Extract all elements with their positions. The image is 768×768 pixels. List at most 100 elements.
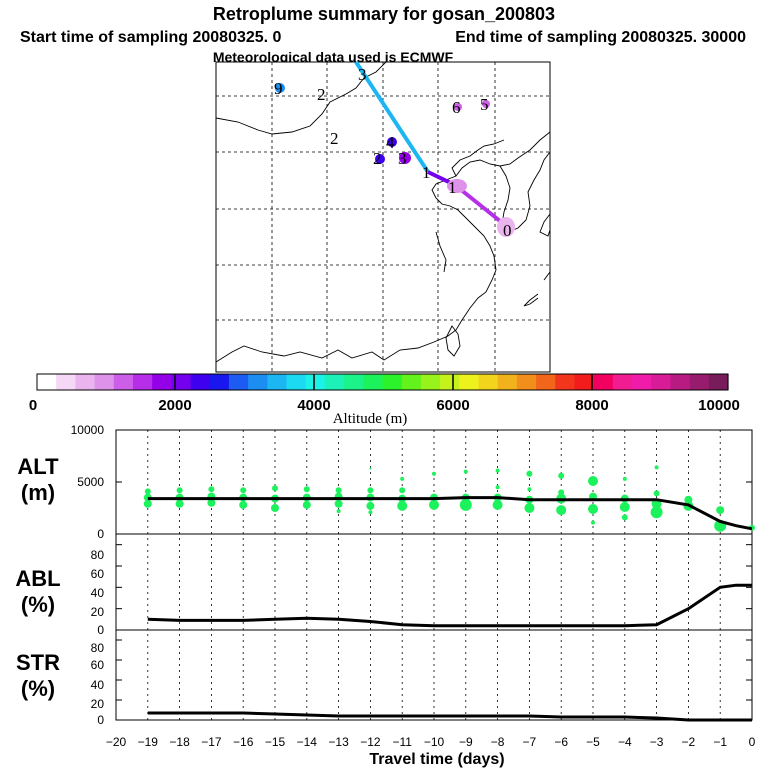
colorbar-swatch [478, 374, 499, 390]
altitude-dot [495, 468, 500, 473]
altitude-dot [272, 485, 278, 492]
altitude-dot [556, 505, 567, 516]
altitude-dot [653, 490, 660, 497]
trajectory-dot [375, 154, 385, 164]
colorbar-swatch [344, 374, 364, 390]
x-tick-label: −14 [297, 735, 318, 749]
altitude-dot [527, 487, 532, 492]
colorbar-tick: 8000 [575, 397, 608, 414]
y-tick-marks [116, 429, 752, 721]
colorbar-swatch [651, 374, 672, 390]
altitude-dot [239, 500, 248, 509]
altitude-dot [303, 486, 310, 493]
x-tick-label: −16 [233, 735, 254, 749]
colorbar-tick-labels: 0 2000 4000 6000 8000 10000 [29, 397, 740, 414]
altitude-colorbar [36, 373, 729, 391]
subtitle-end: End time of sampling 20080325. 30000 [455, 29, 746, 46]
alt-series [143, 465, 755, 532]
colorbar-swatch [593, 374, 614, 390]
colorbar-swatch [324, 374, 345, 390]
altitude-dot [271, 504, 279, 512]
colorbar-swatch [209, 374, 230, 390]
day-label: 2 [317, 85, 326, 104]
abl-ytick: 20 [91, 605, 105, 619]
figure-title: Retroplume summary for gosan_200803 [213, 4, 555, 24]
colorbar-swatch [267, 374, 288, 390]
abl-ytick: 80 [91, 548, 105, 562]
colorbar-swatch [670, 374, 691, 390]
altitude-dot [175, 499, 184, 508]
day-label: 4 [386, 133, 395, 152]
altitude-dot [558, 489, 565, 496]
str-unit: (%) [21, 676, 55, 701]
altitude-dot [208, 486, 215, 493]
x-tick-label: −10 [424, 735, 445, 749]
colorbar-swatch [152, 374, 172, 390]
day-label: 5 [480, 95, 489, 114]
colorbar-tick: 2000 [158, 397, 191, 414]
day-label: 2 [330, 129, 339, 148]
alt-ytick: 0 [97, 527, 104, 541]
colorbar-swatch [459, 374, 480, 390]
colorbar-swatch [689, 374, 710, 390]
day-label: 6 [452, 98, 461, 117]
str-ytick: 0 [97, 713, 104, 727]
altitude-dot [335, 487, 342, 494]
alt-label: ALT [17, 454, 59, 479]
altitude-dot [619, 502, 630, 512]
altitude-dot [400, 476, 405, 481]
abl-ytick: 0 [97, 623, 104, 637]
altitude-dot [367, 487, 374, 494]
x-tick-label: 0 [749, 735, 756, 749]
day-label: 2 [373, 149, 382, 168]
colorbar-swatch [612, 374, 633, 390]
trajectory-dot [482, 100, 490, 108]
colorbar-swatch [516, 374, 537, 390]
altitude-dot [144, 488, 151, 495]
subtitle-met: Meteorological data used is ECMWF [213, 49, 454, 65]
altitude-dot [240, 487, 247, 494]
altitude-dot [368, 510, 373, 515]
colorbar-swatch [440, 374, 460, 390]
colorbar-swatch [708, 374, 729, 390]
str-ytick: 60 [91, 658, 105, 672]
colorbar-swatch [37, 374, 57, 390]
colorbar-swatch [420, 374, 441, 390]
altitude-dot [143, 499, 152, 508]
altitude-mean-line [147, 496, 753, 531]
day-label: 3 [398, 149, 407, 168]
trajectory-segment-high [354, 60, 430, 174]
colorbar-swatch [132, 374, 153, 390]
x-tick-label: −13 [328, 735, 349, 749]
altitude-dot [334, 499, 343, 508]
day-label: 1 [422, 163, 431, 182]
colorbar-swatch [228, 374, 249, 390]
day-label: 9 [274, 79, 283, 98]
altitude-dot [716, 506, 725, 515]
abl-label: ABL [15, 566, 60, 591]
colorbar-swatch [305, 374, 326, 390]
str-label: STR [16, 650, 60, 675]
abl-line [147, 583, 752, 628]
abl-ytick: 40 [91, 586, 105, 600]
colorbar-swatch [574, 374, 595, 390]
altitude-dot [591, 520, 595, 525]
x-tick-label: −6 [554, 735, 568, 749]
altitude-dot [654, 465, 659, 470]
altitude-dot [369, 467, 372, 470]
altitude-dot [463, 469, 468, 474]
x-axis-label: Travel time (days) [369, 751, 504, 768]
trajectory-dot [399, 152, 411, 164]
x-tick-label: −2 [682, 735, 696, 749]
x-tick-label: −12 [360, 735, 381, 749]
altitude-dot [524, 503, 535, 513]
x-tick-label: −5 [586, 735, 600, 749]
colorbar-swatch [632, 374, 652, 390]
colorbar-swatch [56, 374, 76, 390]
altitude-dot [336, 509, 341, 514]
altitude-dot [588, 476, 598, 486]
colorbar-tick: 4000 [297, 397, 330, 414]
colorbar-label: Altitude (m) [333, 411, 408, 427]
colorbar-frame [36, 373, 729, 391]
map-graticule [216, 62, 550, 372]
